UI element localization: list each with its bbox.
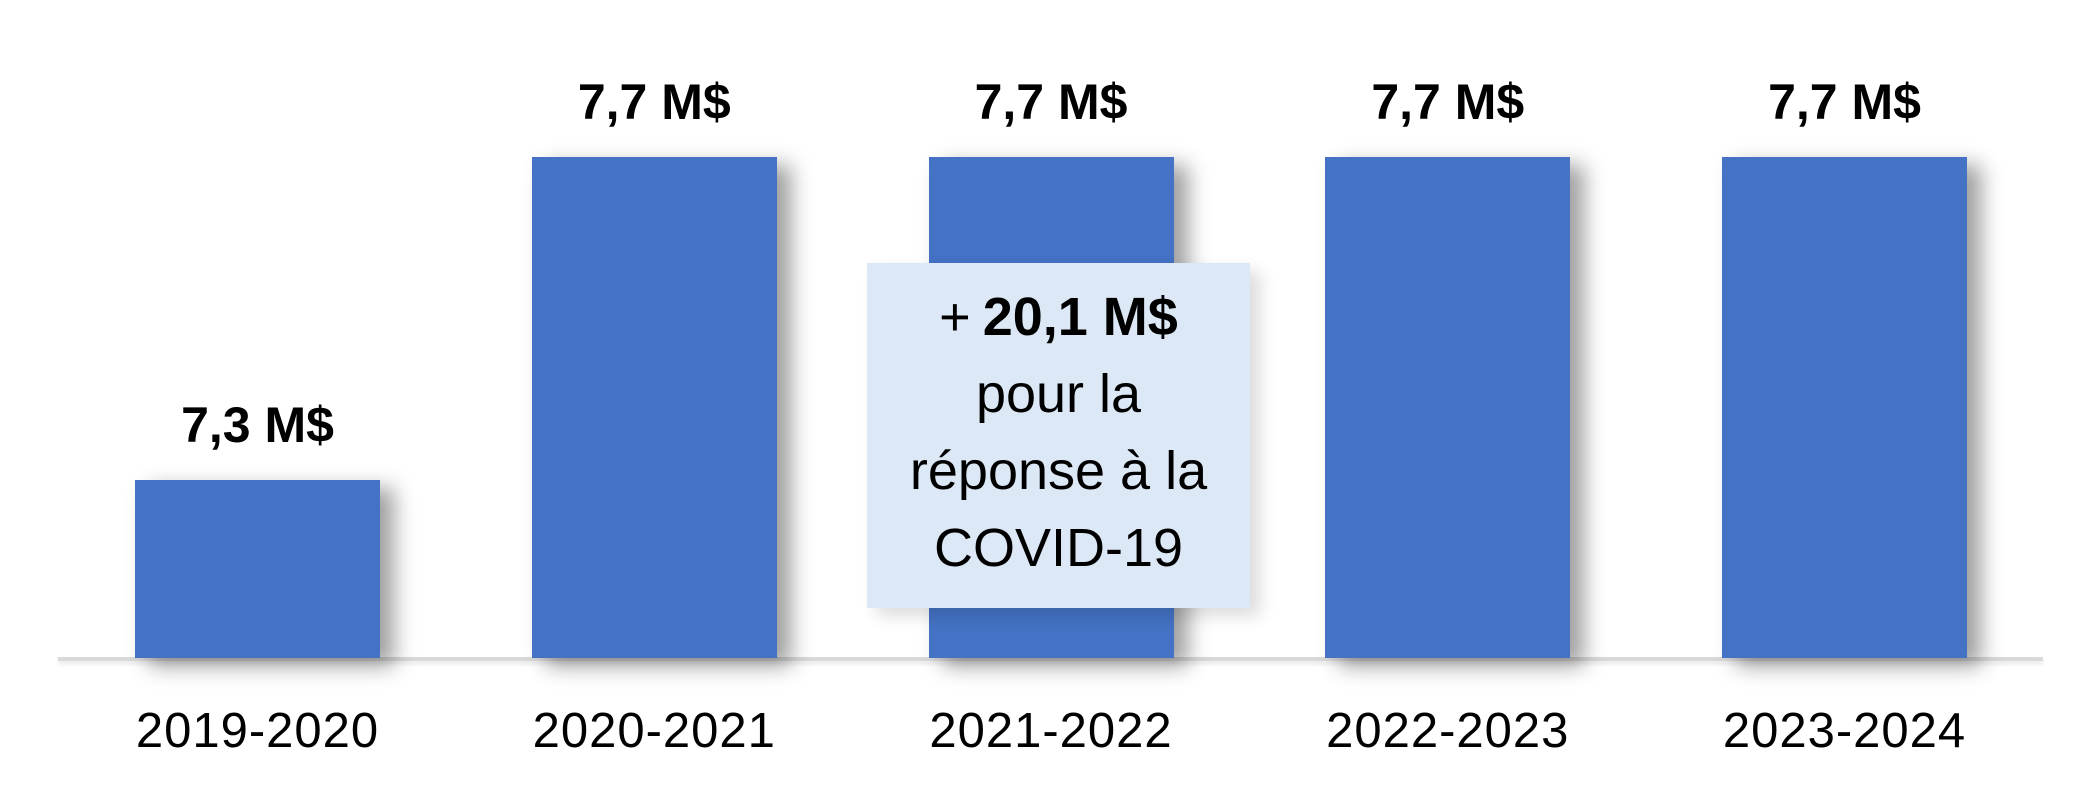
annotation-line: pour la xyxy=(975,364,1142,424)
value-label-2020-2021: 7,7 M$ xyxy=(577,74,731,130)
bar-2023-2024 xyxy=(1722,157,1967,658)
annotation-line: réponse à la xyxy=(909,441,1208,501)
x-axis-label-2021-2022: 2021-2022 xyxy=(929,704,1173,758)
covid-annotation-box: +20,1 M$ pour la réponse à la COVID-19 xyxy=(867,263,1250,608)
bar-2020-2021 xyxy=(531,157,777,658)
x-axis-label-2019-2020: 2019-2020 xyxy=(135,704,380,758)
value-label-2021-2022: 7,7 M$ xyxy=(974,74,1128,130)
x-axis-label-2020-2021: 2020-2021 xyxy=(532,704,776,758)
value-label-2022-2023: 7,7 M$ xyxy=(1371,74,1525,130)
annotation-plus-sign: + xyxy=(939,287,971,347)
x-axis-line xyxy=(58,657,2043,661)
annotation-amount-line: +20,1 M$ xyxy=(867,279,1250,356)
bar-2022-2023 xyxy=(1325,157,1571,658)
annotation-line: COVID-19 xyxy=(933,518,1184,578)
annotation-amount: 20,1 M$ xyxy=(982,287,1178,347)
x-axis-label-2022-2023: 2022-2023 xyxy=(1326,704,1570,758)
value-label-2019-2020: 7,3 M$ xyxy=(181,397,334,453)
x-axis-label-2023-2024: 2023-2024 xyxy=(1722,704,1967,758)
value-label-2023-2024: 7,7 M$ xyxy=(1768,74,1921,130)
bar-2019-2020 xyxy=(135,480,380,658)
